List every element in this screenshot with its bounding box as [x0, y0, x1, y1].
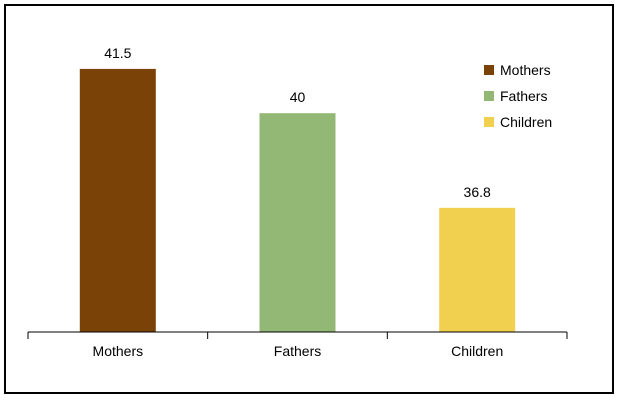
- x-tick-label-children: Children: [451, 343, 503, 359]
- legend-label-fathers: Fathers: [500, 88, 547, 104]
- x-tick-label-fathers: Fathers: [274, 343, 321, 359]
- data-label-children: 36.8: [464, 184, 491, 200]
- bar-children: [439, 207, 516, 332]
- x-axis: Mothers Fathers Children: [27, 331, 568, 359]
- data-labels-layer: 41.5 40 36.8: [104, 45, 491, 200]
- bars-layer: [79, 68, 516, 333]
- legend-swatch-fathers: [484, 91, 494, 101]
- legend-label-mothers: Mothers: [500, 62, 551, 78]
- data-label-mothers: 41.5: [104, 45, 131, 61]
- legend-label-children: Children: [500, 114, 552, 130]
- legend: Mothers Fathers Children: [484, 62, 552, 130]
- legend-swatch-children: [484, 117, 494, 127]
- bar-fathers: [259, 113, 336, 332]
- x-tick-label-mothers: Mothers: [93, 343, 144, 359]
- legend-swatch-mothers: [484, 65, 494, 75]
- bar-mothers: [79, 68, 156, 333]
- data-label-fathers: 40: [290, 89, 306, 105]
